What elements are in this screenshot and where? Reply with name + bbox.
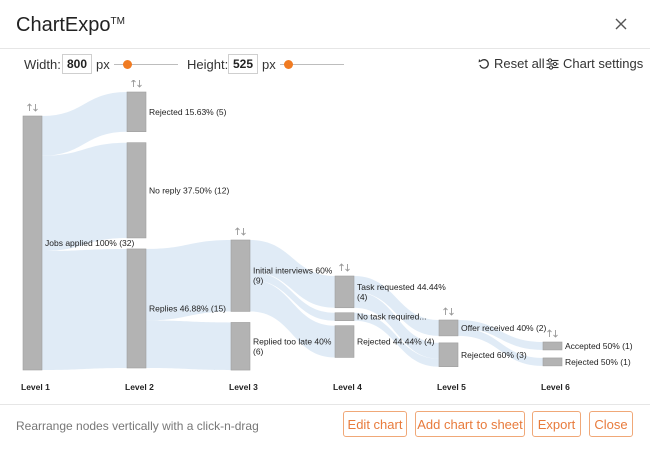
sankey-link-initial3-task4 [250,240,335,308]
reorder-arrows-icon[interactable] [235,227,246,236]
chart-settings-button[interactable]: Chart settings [546,56,643,71]
level-label-3: Level 3 [229,382,258,392]
app-name: ChartExpo [16,14,111,36]
level-label-5: Level 5 [437,382,466,392]
sankey-node-notask4[interactable] [334,312,355,321]
sankey-node-task4[interactable] [334,275,355,309]
sankey-node-noreply2[interactable] [126,142,147,239]
sankey-links [42,92,543,371]
sankey-node-jobs[interactable] [22,115,43,371]
sankey-node-label-notask4: No task required... [357,312,426,322]
width-slider-track[interactable] [114,64,178,65]
sankey-node-rej2[interactable] [126,91,147,132]
sankey-node-label-rej2: Rejected 15.63% (5) [149,107,227,117]
width-label: Width: [24,57,61,72]
sankey-node-label-replies2: Replies 46.88% (15) [149,303,226,313]
dialog-title: ChartExpoTM [16,14,125,37]
sankey-node-label-rej5: Rejected 60% (3) [461,350,527,360]
sankey-link-jobs-replies2 [42,248,127,370]
drag-hint: Rearrange nodes vertically with a click-… [16,419,259,433]
sankey-link-jobs-rej2 [42,92,127,156]
height-input[interactable]: 525 [228,54,258,74]
sankey-node-labels: Jobs applied 100% (32) Rejected 15.63% (5… [45,107,633,367]
sankey-level-labels: Level 1 Level 2 Level 3 Level 4 Level 5 Level… [21,80,570,392]
sankey-node-label-jobs: Jobs applied 100% (32) [45,238,134,248]
edit-chart-button[interactable]: Edit chart [343,411,407,437]
height-slider-track[interactable] [280,64,344,65]
sankey-link-replies2-initial3 [146,240,231,321]
sankey-node-label-task4: Task requested 44.44% (4) [357,282,446,302]
sankey-node-rej5[interactable] [438,342,459,367]
reorder-arrows-icon[interactable] [131,80,142,88]
level-label-4: Level 4 [333,382,362,392]
level-label-6: Level 6 [541,382,570,392]
sankey-link-notask4-rej5 [354,312,439,367]
reset-icon [478,58,489,69]
reorder-arrows-icon[interactable] [547,329,558,338]
level-label-2: Level 2 [125,382,154,392]
reset-all-label: Reset all [494,56,545,71]
width-unit: px [96,57,110,72]
sankey-link-initial3-notask4 [250,271,335,321]
sankey-node-label-offer5: Offer received 40% (2) [461,323,547,333]
reorder-arrows-icon[interactable] [27,103,38,112]
close-button[interactable]: Close [589,411,633,437]
sankey-link-jobs-noreply2 [42,142,127,251]
sankey-link-task4-rej5 [354,291,439,359]
sankey-node-acc6[interactable] [542,341,563,351]
level-label-1: Level 1 [21,382,50,392]
sankey-link-initial3-rej4 [250,279,335,358]
sankey-node-offer5[interactable] [438,319,459,337]
sankey-node-label-initial3: Initial interviews 60% (9) [253,266,333,286]
reorder-arrows-icon[interactable] [443,307,454,316]
reset-all-button[interactable]: Reset all [478,56,545,71]
sankey-node-label-acc6: Accepted 50% (1) [565,341,633,351]
sankey-node-label-rej6: Rejected 50% (1) [565,357,631,367]
sankey-node-initial3[interactable] [230,239,251,312]
sankey-node-label-rej4: Rejected 44.44% (4) [357,337,435,347]
sankey-node-replies2[interactable] [126,248,147,369]
height-label: Height: [187,57,229,72]
close-icon[interactable] [612,15,630,33]
sankey-node-rej4[interactable] [334,325,355,358]
width-input[interactable]: 800 [62,54,92,74]
sankey-link-task4-offer5 [354,276,439,336]
sliders-icon [546,57,559,70]
sankey-node-label-late3: Replied too late 40% (6) [253,336,332,356]
export-button[interactable]: Export [532,411,581,437]
height-slider-handle[interactable] [284,60,293,69]
add-chart-to-sheet-button[interactable]: Add chart to sheet [415,411,525,437]
trademark-mark: TM [110,16,125,27]
footer-divider [0,404,650,405]
sankey-chart: Jobs applied 100% (32) Rejected 15.63% (5… [21,80,633,392]
chart-settings-label: Chart settings [563,56,644,71]
sankey-link-offer5-rej6 [458,327,543,366]
sankey-node-label-noreply2: No reply 37.50% (12) [149,185,229,195]
sankey-node-late3[interactable] [230,322,251,371]
sankey-node-rej6[interactable] [542,357,563,367]
sankey-link-replies2-late3 [146,320,231,371]
sankey-nodes [22,91,563,371]
reorder-arrows-icon[interactable] [339,263,350,272]
height-unit: px [262,57,276,72]
header-divider [0,48,650,49]
sankey-link-offer5-acc6 [458,320,543,350]
width-slider-handle[interactable] [123,60,132,69]
